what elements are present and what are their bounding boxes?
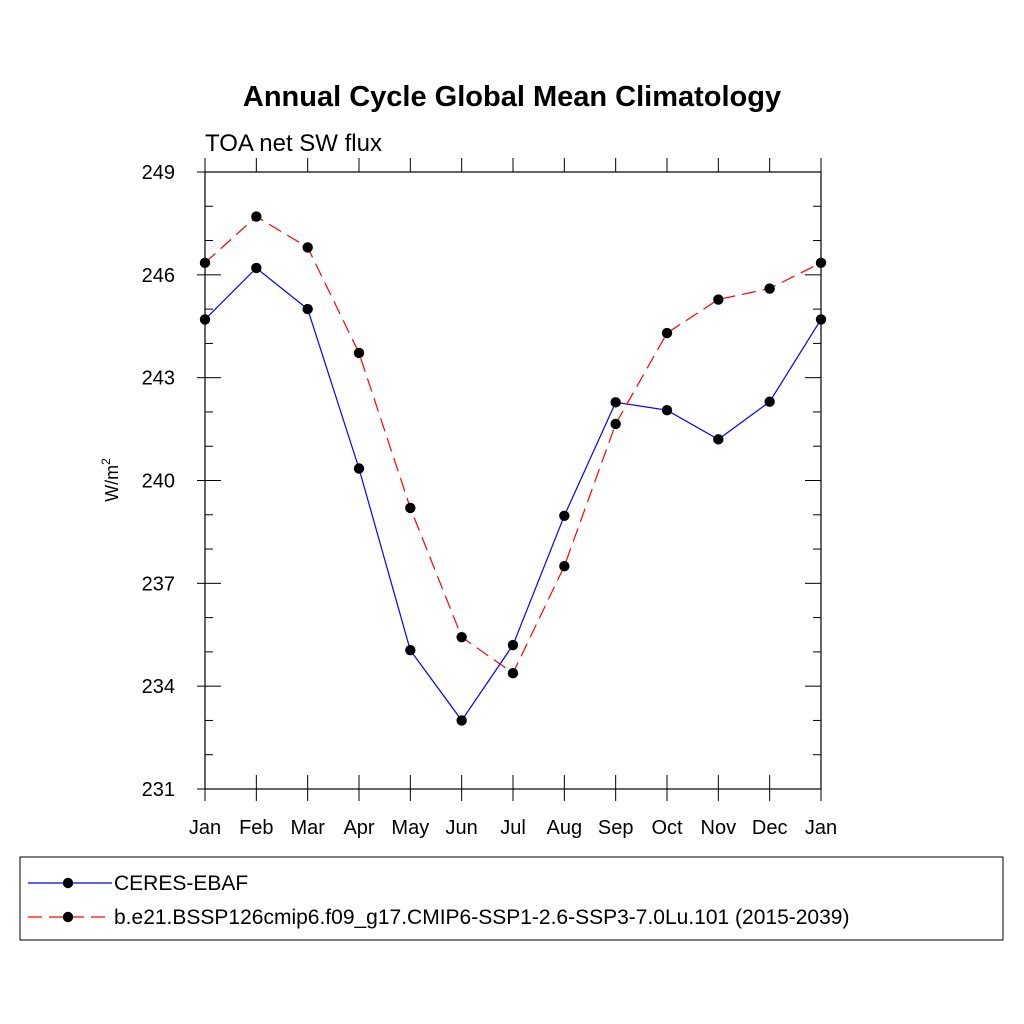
plot-border: [204, 171, 822, 790]
x-tick-label: Feb: [239, 817, 273, 839]
y-axis-label: W/m2: [99, 458, 122, 502]
data-point: [610, 397, 621, 408]
data-point: [251, 262, 262, 274]
data-point: [507, 667, 519, 679]
x-tick-label: May: [391, 817, 429, 839]
x-tick-label: Sep: [598, 817, 634, 839]
legend-item-2: b.e21.BSSP126cmip6.f09_g17.CMIP6-SSP1-2.…: [28, 906, 849, 929]
x-tick-label: Jan: [189, 817, 221, 839]
legend-label: CERES-EBAF: [114, 872, 248, 895]
data-point: [764, 283, 775, 294]
legend-marker: [62, 911, 74, 923]
data-point: [405, 502, 416, 514]
legend-marker: [62, 877, 74, 889]
x-tick-label: Oct: [651, 817, 683, 839]
data-point: [302, 303, 313, 315]
chart-subtitle: TOA net SW flux: [205, 130, 382, 157]
data-point: [456, 715, 467, 726]
data-point: [764, 396, 775, 407]
y-tick-label: 231: [142, 779, 175, 801]
data-point: [199, 257, 211, 269]
data-point: [661, 405, 673, 416]
data-point: [353, 347, 365, 359]
y-axis-label-superscript: 2: [99, 458, 113, 465]
chart-title: Annual Cycle Global Mean Climatology: [243, 81, 781, 113]
data-point: [559, 510, 570, 522]
x-tick-label: Jul: [500, 817, 526, 839]
x-axis-ticks: Jan Feb Mar Apr May Jun Jul Aug Sep Oct Nov Dec Jan: [189, 158, 837, 839]
y-tick-label: 234: [142, 676, 175, 698]
data-point: [199, 314, 211, 325]
legend-item-1: CERES-EBAF: [28, 872, 248, 895]
data-point: [661, 327, 673, 339]
data-point: [302, 242, 313, 253]
data-point: [713, 434, 724, 445]
plot-frame: [204, 171, 822, 790]
x-tick-label: Nov: [701, 817, 737, 839]
y-tick-label: 249: [142, 162, 175, 184]
legend: CERES-EBAF b.e21.BSSP126cmip6.f09_g17.CMI…: [19, 856, 1004, 941]
x-tick-label: Dec: [752, 817, 788, 839]
y-tick-label: 243: [142, 368, 175, 390]
data-point: [251, 211, 262, 222]
x-tick-label: Jun: [446, 817, 478, 839]
y-axis-label-unit: W/m: [102, 465, 122, 502]
series-layer: [199, 211, 827, 726]
x-tick-label: Apr: [343, 817, 374, 839]
y-tick-label: 237: [142, 573, 175, 595]
legend-box: [19, 856, 1004, 941]
series-2: [199, 211, 827, 679]
data-point: [610, 418, 621, 430]
x-tick-label: Aug: [547, 817, 583, 839]
data-point: [456, 631, 467, 643]
data-point: [559, 560, 570, 572]
data-point: [353, 463, 365, 474]
y-tick-label: 246: [142, 265, 175, 287]
x-tick-label: Jan: [805, 817, 837, 839]
data-point: [815, 314, 827, 325]
data-point: [507, 639, 519, 651]
y-tick-label: 240: [142, 471, 175, 493]
data-point: [713, 294, 724, 305]
data-point: [405, 644, 416, 656]
y-axis-ticks: 231 234 237 240 243 246 249: [142, 162, 821, 801]
series-line: [204, 215, 822, 674]
series-1: [199, 262, 827, 726]
legend-label: b.e21.BSSP126cmip6.f09_g17.CMIP6-SSP1-2.…: [114, 906, 849, 929]
data-point: [815, 257, 827, 269]
x-tick-label: Mar: [290, 817, 325, 839]
series-line: [204, 267, 822, 722]
